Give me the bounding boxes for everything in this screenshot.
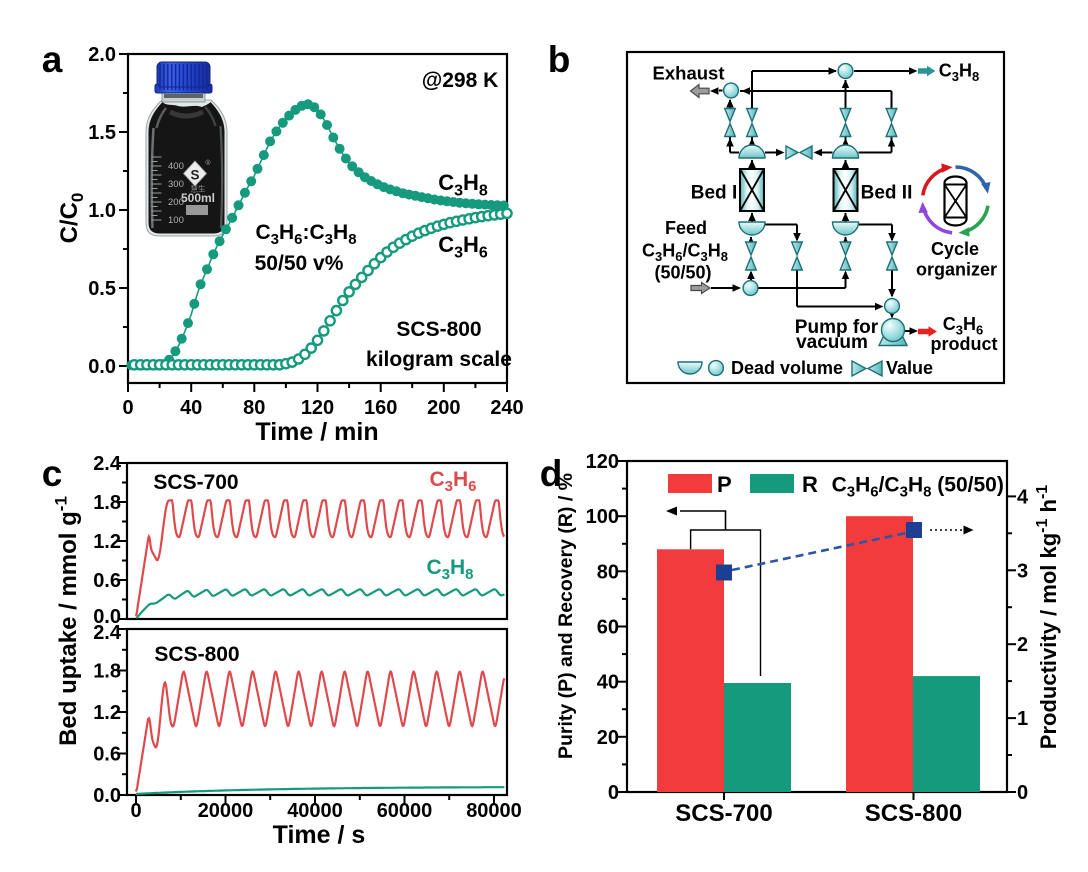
svg-text:C3H6/C3H8 (50/50): C3H6/C3H8 (50/50) [832,474,1004,501]
svg-text:Feed: Feed [665,218,707,238]
svg-text:240: 240 [490,397,523,419]
svg-text:product: product [931,334,998,354]
svg-text:300: 300 [168,179,184,190]
svg-text:0: 0 [122,397,133,419]
svg-text:Bed II: Bed II [861,183,913,204]
svg-text:100: 100 [586,506,619,528]
svg-text:Pump for: Pump for [795,317,879,338]
svg-text:d: d [540,453,563,494]
svg-text:2: 2 [1017,634,1028,656]
svg-text:160: 160 [364,397,397,419]
svg-text:120: 120 [586,451,619,473]
svg-text:Purity (P) and Recovery (R) /: Purity (P) and Recovery (R) / % [555,473,577,759]
svg-text:80: 80 [597,561,619,583]
svg-text:2.4: 2.4 [93,453,122,475]
svg-text:@298 K: @298 K [422,69,499,92]
svg-text:400: 400 [168,161,184,172]
svg-text:S: S [190,168,199,183]
svg-text:(50/50): (50/50) [654,263,711,283]
svg-text:a: a [42,39,63,80]
svg-text:Productivity / mol kg-1 h-1: Productivity / mol kg-1 h-1 [1034,485,1061,750]
svg-text:1.2: 1.2 [93,531,121,553]
svg-text:1.8: 1.8 [93,492,121,514]
svg-text:C3H6: C3H6 [943,314,983,337]
svg-text:1.2: 1.2 [93,702,121,724]
svg-text:40: 40 [597,672,619,694]
svg-text:3: 3 [1017,560,1028,582]
svg-text:Bed uptake / mmol g-1: Bed uptake / mmol g-1 [51,496,82,746]
svg-text:organizer: organizer [916,260,997,280]
svg-text:1.0: 1.0 [88,200,116,222]
svg-text:b: b [548,39,571,80]
svg-text:0.6: 0.6 [93,744,121,766]
svg-text:C3H6/C3H8: C3H6/C3H8 [642,241,728,264]
svg-text:0.0: 0.0 [93,785,121,807]
svg-text:C3H8: C3H8 [438,170,488,199]
svg-text:100: 100 [168,215,184,226]
svg-text:1: 1 [1017,708,1028,730]
svg-text:C3H6: C3H6 [429,468,476,495]
svg-text:Dead volume: Dead volume [731,358,843,378]
svg-text:SCS-800: SCS-800 [396,318,481,341]
svg-text:80: 80 [243,397,265,419]
svg-text:4: 4 [1017,486,1029,508]
svg-text:P: P [717,472,732,497]
svg-text:Time / min: Time / min [255,418,378,446]
svg-text:C3H6:C3H8: C3H6:C3H8 [255,221,356,248]
svg-text:®: ® [205,159,211,167]
svg-text:Value: Value [886,358,933,378]
svg-text:Time / s: Time / s [273,821,366,849]
svg-text:1.8: 1.8 [93,661,121,683]
svg-text:200: 200 [427,397,460,419]
svg-text:200: 200 [168,197,184,208]
svg-text:kilogram scale: kilogram scale [366,348,512,371]
svg-text:500ml: 500ml [181,191,215,205]
svg-text:0: 0 [608,782,619,804]
svg-text:0: 0 [130,800,141,822]
svg-text:C/C0: C/C0 [56,193,87,244]
svg-text:50/50 v%: 50/50 v% [255,252,344,275]
svg-text:0.0: 0.0 [88,356,116,378]
svg-text:vacuum: vacuum [796,332,868,353]
svg-text:Exhaust: Exhaust [653,63,725,84]
svg-text:0.6: 0.6 [93,570,121,592]
svg-text:20000: 20000 [198,800,254,822]
svg-text:SCS-800: SCS-800 [865,800,962,827]
svg-text:40: 40 [180,397,202,419]
svg-text:60: 60 [597,617,619,639]
svg-text:0: 0 [1017,782,1028,804]
svg-text:80000: 80000 [466,800,522,822]
svg-text:120: 120 [301,397,334,419]
svg-text:0.5: 0.5 [88,278,116,300]
svg-text:2.0: 2.0 [88,44,116,66]
svg-text:SCS-700: SCS-700 [153,471,238,494]
svg-text:40000: 40000 [287,800,343,822]
svg-text:C3H6: C3H6 [438,232,488,261]
svg-text:R: R [802,472,818,497]
svg-text:C3H8: C3H8 [426,556,473,583]
svg-text:60000: 60000 [377,800,433,822]
svg-text:C3H8: C3H8 [939,61,979,84]
svg-text:20: 20 [597,727,619,749]
svg-text:慧生: 慧生 [191,184,206,194]
svg-text:Cycle: Cycle [931,239,979,259]
svg-text:c: c [42,453,63,494]
svg-text:1.5: 1.5 [88,122,116,144]
svg-text:2.4: 2.4 [93,622,122,644]
svg-text:SCS-800: SCS-800 [154,643,239,666]
svg-text:0.0: 0.0 [93,606,121,628]
svg-text:SCS-700: SCS-700 [675,800,772,827]
svg-text:Bed I: Bed I [691,183,737,204]
